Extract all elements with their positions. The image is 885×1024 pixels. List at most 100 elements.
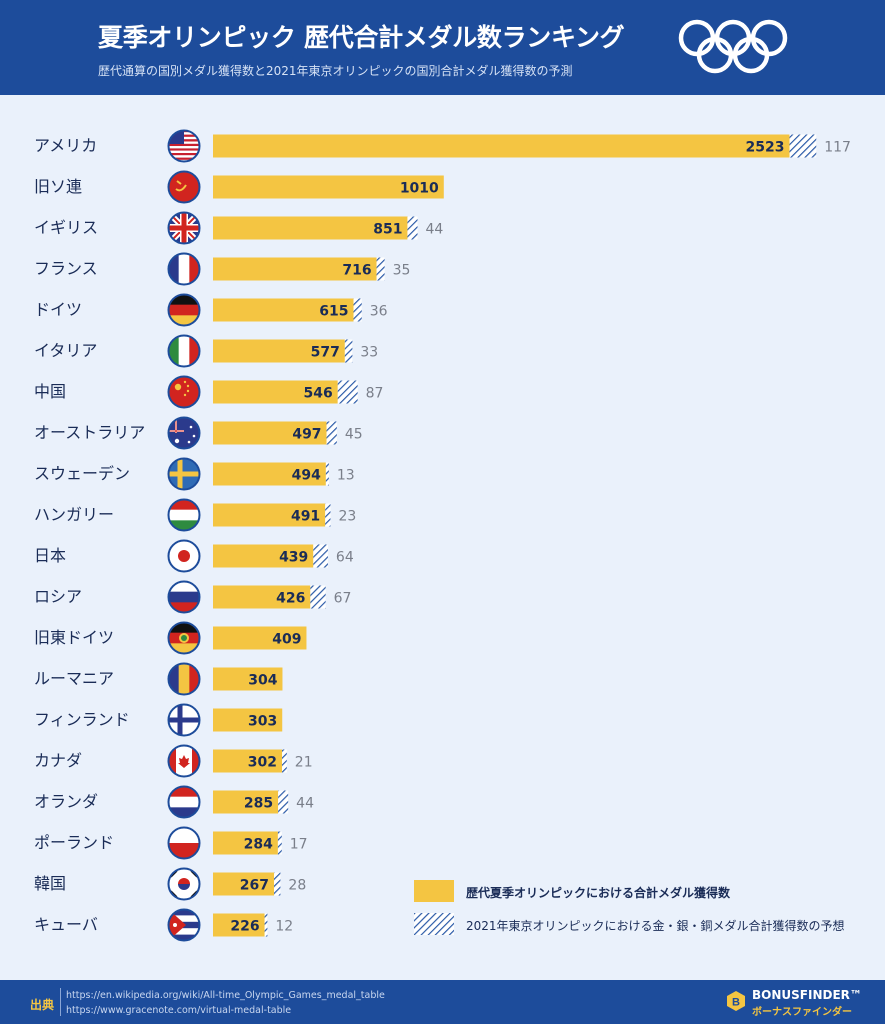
bar-historic <box>213 544 314 568</box>
country-label: アメリカ <box>34 136 97 155</box>
flag-canada-icon <box>167 744 201 778</box>
forecast-value-label: 23 <box>338 509 356 525</box>
bar-forecast <box>344 339 353 363</box>
bar-forecast <box>325 462 329 486</box>
country-label: 中国 <box>34 382 66 401</box>
svg-text:B: B <box>732 997 740 1009</box>
source-link-wikipedia[interactable]: https://en.wikipedia.org/wiki/All-time_O… <box>66 990 385 1001</box>
bar-forecast <box>282 749 287 773</box>
bar-forecast <box>376 257 385 281</box>
country-label: オランダ <box>34 792 98 811</box>
country-label: 旧ソ連 <box>34 177 82 196</box>
bar-value-label: 284 <box>244 837 273 853</box>
bar-forecast <box>274 872 281 896</box>
bar-value-label: 409 <box>272 632 301 648</box>
bar-forecast <box>353 298 362 322</box>
country-label: ポーランド <box>34 833 114 852</box>
country-label: スウェーデン <box>34 464 130 483</box>
forecast-value-label: 12 <box>275 919 293 935</box>
bar-value-label: 497 <box>292 427 321 443</box>
country-label: フランス <box>34 259 98 278</box>
bar-historic <box>213 831 278 855</box>
bar-forecast <box>407 216 418 240</box>
brand-subname: ボーナスファインダー <box>752 1007 852 1018</box>
bar-historic <box>213 339 345 363</box>
bar-historic <box>213 257 377 281</box>
country-label: 日本 <box>34 546 66 565</box>
bar-forecast <box>277 831 282 855</box>
forecast-value-label: 44 <box>426 222 444 238</box>
country-label: オーストラリア <box>34 423 145 442</box>
bar-historic <box>213 380 338 404</box>
bar-value-label: 267 <box>240 878 269 894</box>
bar-historic <box>213 790 279 814</box>
forecast-value-label: 44 <box>296 796 314 812</box>
flag-poland-icon <box>167 826 201 860</box>
bar-value-label: 716 <box>342 263 371 279</box>
bar-value-label: 426 <box>276 591 305 607</box>
bar-value-label: 302 <box>248 755 277 771</box>
legend-label-historic: 歴代夏季オリンピックにおける合計メダル獲得数 <box>466 886 731 900</box>
brand-name: BONUSFINDER™ <box>752 988 862 1002</box>
bar-forecast <box>789 134 817 158</box>
country-label: ハンガリー <box>34 505 114 524</box>
country-label: キューバ <box>34 915 98 934</box>
flag-france-icon <box>167 252 201 286</box>
bar-historic <box>213 872 275 896</box>
flag-korea-icon <box>167 867 201 901</box>
legend-swatch-forecast <box>414 913 454 935</box>
forecast-value-label: 35 <box>393 263 411 279</box>
bar-value-label: 439 <box>279 550 308 566</box>
bar-value-label: 577 <box>311 345 340 361</box>
country-label: イタリア <box>34 341 97 360</box>
bar-forecast <box>264 913 268 937</box>
flag-east-germany-icon <box>167 621 201 655</box>
forecast-value-label: 21 <box>295 755 313 771</box>
bar-historic <box>213 749 283 773</box>
bar-forecast <box>278 790 289 814</box>
flag-hungary-icon <box>167 498 201 532</box>
bar-historic <box>213 913 265 937</box>
bar-historic <box>213 667 283 691</box>
bar-value-label: 615 <box>319 304 348 320</box>
bonusfinder-logo-icon: B <box>727 991 745 1011</box>
flag-cuba-icon <box>167 908 201 942</box>
forecast-value-label: 36 <box>370 304 388 320</box>
country-label: フィンランド <box>34 710 130 729</box>
bar-historic <box>213 585 311 609</box>
flag-uk-icon <box>167 211 201 245</box>
bar-value-label: 1010 <box>400 181 439 197</box>
flag-romania-icon <box>167 662 201 696</box>
bar-value-label: 285 <box>244 796 273 812</box>
flag-ussr-icon <box>167 170 201 204</box>
flag-finland-icon <box>167 703 201 737</box>
country-label: 旧東ドイツ <box>34 628 114 647</box>
page-subtitle: 歴代通算の国別メダル獲得数と2021年東京オリンピックの国別合計メダル獲得数の予… <box>98 64 573 78</box>
country-label: ルーマニア <box>34 669 114 688</box>
forecast-value-label: 13 <box>337 468 355 484</box>
forecast-value-label: 87 <box>366 386 384 402</box>
bar-historic <box>213 421 327 445</box>
source-link-gracenote[interactable]: https://www.gracenote.com/virtual-medal-… <box>66 1005 292 1016</box>
legend-swatch-historic <box>414 880 454 902</box>
bar-forecast <box>313 544 328 568</box>
source-label: 出典 <box>30 998 55 1012</box>
bar-value-label: 546 <box>304 386 333 402</box>
bar-historic <box>213 503 326 527</box>
legend-label-forecast: 2021年東京オリンピックにおける金・銀・銅メダル合計獲得数の予想 <box>466 919 845 933</box>
flag-germany-icon <box>167 293 201 327</box>
country-label: カナダ <box>34 751 82 770</box>
bar-forecast <box>310 585 326 609</box>
flag-china-icon <box>167 375 201 409</box>
country-label: 韓国 <box>34 874 66 893</box>
bar-historic <box>213 708 283 732</box>
bar-historic <box>213 626 307 650</box>
country-label: イギリス <box>34 218 98 237</box>
flag-netherlands-icon <box>167 785 201 819</box>
forecast-value-label: 17 <box>290 837 308 853</box>
bar-forecast <box>326 421 337 445</box>
bar-historic <box>213 134 790 158</box>
flag-usa-icon <box>167 129 201 163</box>
bar-value-label: 494 <box>292 468 321 484</box>
forecast-value-label: 117 <box>824 140 851 156</box>
